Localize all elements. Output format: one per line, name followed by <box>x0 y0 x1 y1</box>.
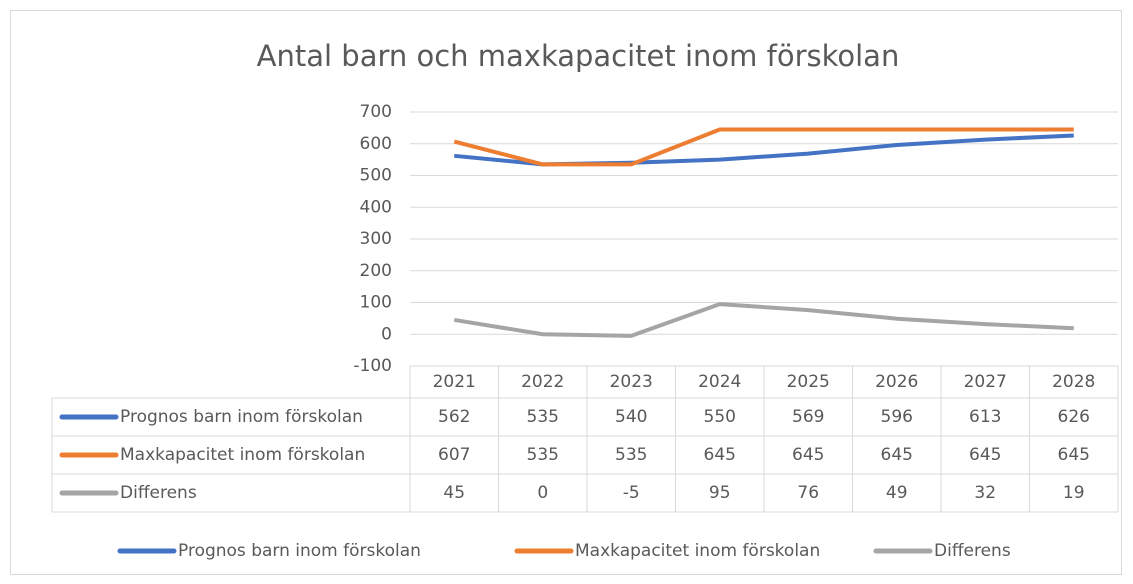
y-tick-label: 300 <box>360 229 392 249</box>
table-cell: 645 <box>881 445 913 465</box>
chart-title: Antal barn och maxkapacitet inom förskol… <box>257 39 900 73</box>
line-series <box>453 127 1074 167</box>
table-cell: 607 <box>438 445 470 465</box>
table-cell: 562 <box>438 407 470 427</box>
y-tick-label: 500 <box>360 166 392 186</box>
y-tick-label: 200 <box>360 261 392 281</box>
table-cell: 76 <box>797 483 819 503</box>
table-cell: 540 <box>615 407 647 427</box>
table-cell: 535 <box>527 445 559 465</box>
y-tick-label: 0 <box>381 324 392 344</box>
y-tick-label: 700 <box>360 102 392 122</box>
line-series <box>453 302 1074 338</box>
table-cell: 645 <box>1058 445 1090 465</box>
table-row-label: Maxkapacitet inom förskolan <box>120 445 365 465</box>
x-tick-label: 2021 <box>433 372 476 392</box>
table-cell: 49 <box>886 483 908 503</box>
table-cell: 535 <box>527 407 559 427</box>
x-tick-label: 2028 <box>1052 372 1095 392</box>
table-cell: 95 <box>709 483 731 503</box>
table-cell: 0 <box>537 483 548 503</box>
x-tick-label: 2027 <box>964 372 1007 392</box>
table-cell: 613 <box>969 407 1001 427</box>
legend-label: Differens <box>934 541 1011 561</box>
table-cell: 645 <box>704 445 736 465</box>
table-cell: 645 <box>969 445 1001 465</box>
y-tick-label: 400 <box>360 197 392 217</box>
table-cell: -5 <box>623 483 640 503</box>
x-tick-label: 2022 <box>521 372 564 392</box>
table-cell: 596 <box>881 407 913 427</box>
table-row-label: Differens <box>120 483 197 503</box>
table-cell: 535 <box>615 445 647 465</box>
table-cell: 626 <box>1058 407 1090 427</box>
y-tick-label: -100 <box>353 356 392 376</box>
table-row-label: Prognos barn inom förskolan <box>120 407 363 427</box>
legend-label: Prognos barn inom förskolan <box>178 541 421 561</box>
table-cell: 45 <box>443 483 465 503</box>
legend-label: Maxkapacitet inom förskolan <box>575 541 820 561</box>
y-tick-label: 100 <box>360 293 392 313</box>
x-tick-label: 2025 <box>787 372 830 392</box>
table-cell: 569 <box>792 407 824 427</box>
table-cell: 550 <box>704 407 736 427</box>
chart-frame <box>10 10 1122 575</box>
table-cell: 19 <box>1063 483 1085 503</box>
y-tick-label: 600 <box>360 134 392 154</box>
x-tick-label: 2023 <box>610 372 653 392</box>
table-cell: 32 <box>974 483 996 503</box>
x-tick-label: 2024 <box>698 372 741 392</box>
x-tick-label: 2026 <box>875 372 918 392</box>
table-cell: 645 <box>792 445 824 465</box>
